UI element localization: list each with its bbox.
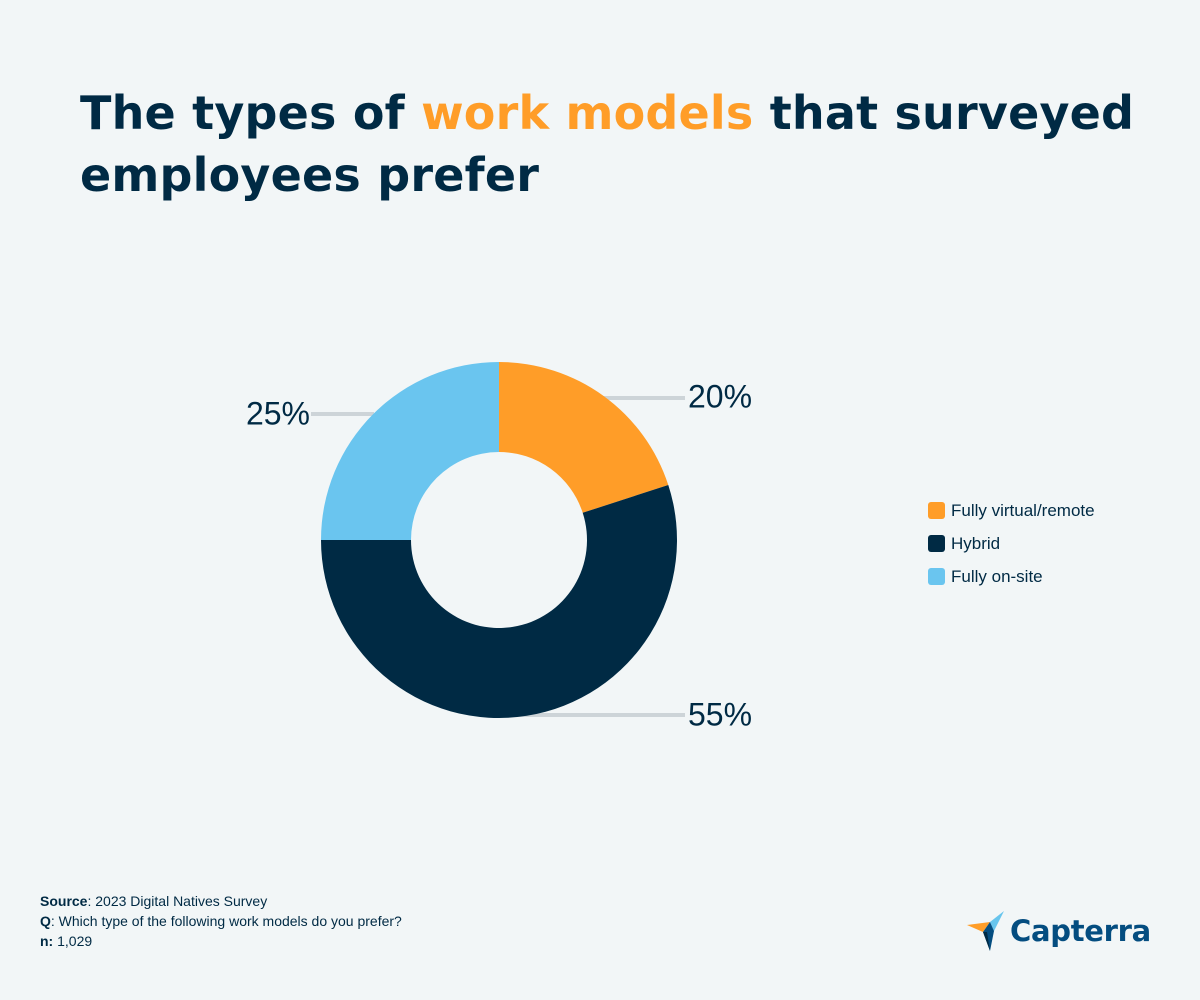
question-text: : Which type of the following work model… (50, 913, 402, 929)
legend-item-hybrid: Hybrid (928, 527, 1095, 560)
source-label: Source (40, 893, 88, 909)
data-label-hybrid: 55% (688, 696, 752, 732)
source-line: Source: 2023 Digital Natives Survey (40, 891, 402, 911)
chart-footer: Source: 2023 Digital Natives Survey Q: W… (40, 891, 402, 951)
legend-swatch-fully-on-site (928, 568, 945, 585)
chart-legend: Fully virtual/remote Hybrid Fully on-site (928, 494, 1095, 593)
sample-size-label: n: (40, 933, 54, 949)
capterra-logo: Capterra (966, 910, 1151, 952)
title-highlight: work models (421, 86, 754, 140)
title-part-1: The types of (80, 86, 422, 140)
slice-fully-virtual-remote (499, 362, 669, 513)
legend-label-fully-on-site: Fully on-site (951, 566, 1043, 586)
legend-swatch-fully-virtual-remote (928, 502, 945, 519)
legend-label-fully-virtual-remote: Fully virtual/remote (951, 500, 1095, 520)
legend-item-fully-virtual-remote: Fully virtual/remote (928, 494, 1095, 527)
question-line: Q: Which type of the following work mode… (40, 911, 402, 931)
source-text: : 2023 Digital Natives Survey (87, 893, 268, 909)
sample-size-text: 1,029 (53, 933, 93, 949)
capterra-logo-icon (967, 911, 1004, 951)
question-label: Q (40, 913, 51, 929)
chart-title: The types of work models that surveyed e… (80, 82, 1160, 206)
slice-hybrid (321, 484, 677, 718)
slice-fully-on-site (321, 362, 499, 540)
legend-item-fully-on-site: Fully on-site (928, 560, 1095, 593)
data-label-fully-on-site: 25% (246, 395, 310, 431)
data-label-fully-virtual-remote: 20% (688, 378, 752, 414)
legend-swatch-hybrid (928, 535, 945, 552)
capterra-logo-text: Capterra (1010, 914, 1151, 948)
sample-size-line: n: 1,029 (40, 931, 402, 951)
title-part-2: that surveyed employees prefer (80, 86, 1135, 202)
legend-label-hybrid: Hybrid (951, 533, 1001, 553)
